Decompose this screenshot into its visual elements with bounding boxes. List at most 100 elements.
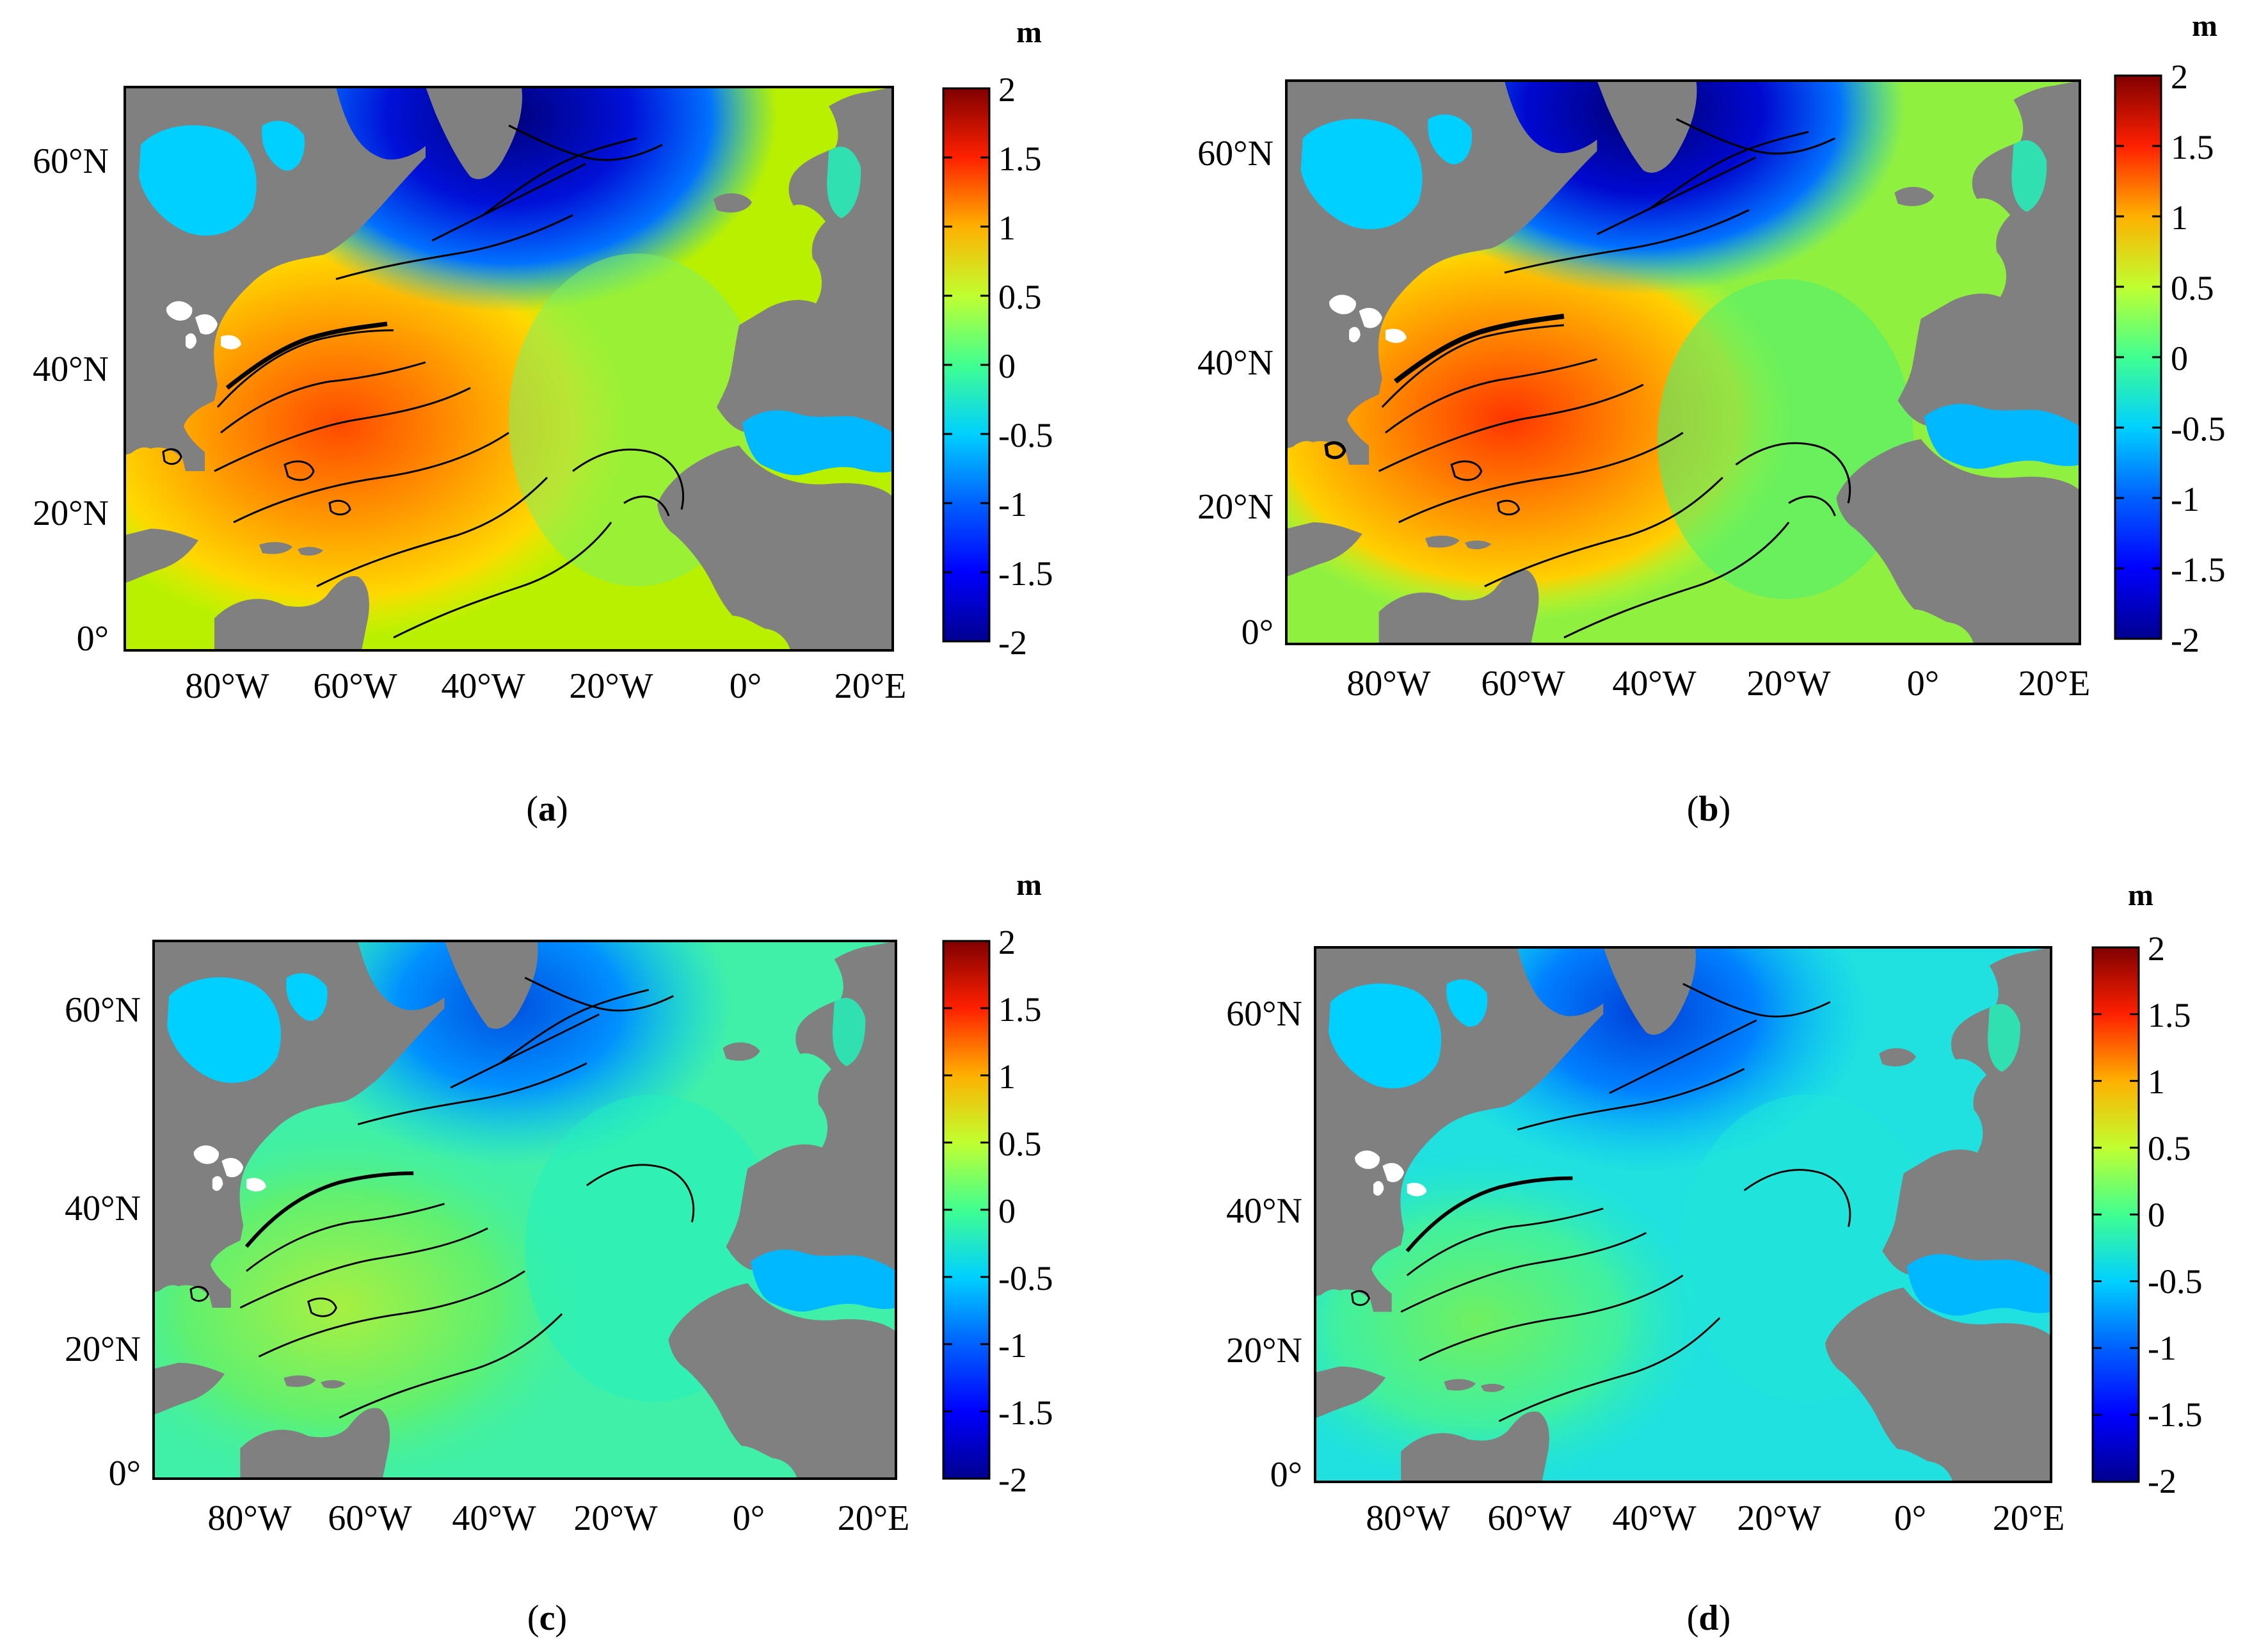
colorbar-tick: 1 bbox=[998, 1057, 1016, 1096]
lon-label: 40°W bbox=[1612, 664, 1696, 703]
colorbar-tick: -1.5 bbox=[998, 554, 1053, 593]
lon-label: 60°W bbox=[313, 666, 397, 706]
lat-label: 20°N bbox=[65, 1330, 141, 1369]
colorbar-tick: -2 bbox=[2171, 621, 2200, 659]
colorbar-tick: 2 bbox=[2148, 929, 2165, 968]
panel-caption: (b) bbox=[1687, 789, 1730, 829]
lat-labels-a: 0° 20°N 40°N 60°N bbox=[33, 141, 109, 659]
colorbar-tick: -0.5 bbox=[998, 1259, 1053, 1298]
lat-label: 40°N bbox=[1197, 343, 1274, 383]
panel-c: 0° 20°N 40°N 60°N 80°W 60°W 40°W 20°W 0°… bbox=[65, 868, 1053, 1638]
lon-label: 0° bbox=[733, 1498, 765, 1538]
lon-label: 40°W bbox=[441, 666, 525, 706]
colorbar-tick: -0.5 bbox=[2171, 410, 2225, 448]
panel-d: 0° 20°N 40°N 60°N 80°W 60°W 40°W 20°W 0°… bbox=[1226, 878, 2202, 1638]
colorbar-tick: 0 bbox=[998, 1192, 1016, 1230]
colorbar-unit: m bbox=[2128, 878, 2153, 912]
lon-label: 0° bbox=[1907, 664, 1939, 703]
colorbar-tick: 1 bbox=[2171, 198, 2188, 237]
lon-label: 0° bbox=[1894, 1498, 1926, 1538]
lon-labels-c: 80°W 60°W 40°W 20°W 0° 20°E bbox=[207, 1498, 909, 1538]
lon-label: 20°E bbox=[1993, 1498, 2065, 1538]
lat-label: 20°N bbox=[33, 494, 109, 533]
lon-label: 80°W bbox=[207, 1498, 291, 1538]
colorbar-tick: -2 bbox=[998, 1461, 1027, 1499]
lat-label: 60°N bbox=[65, 990, 141, 1030]
lat-label: 40°N bbox=[33, 349, 109, 389]
lat-label: 20°N bbox=[1226, 1331, 1302, 1370]
panel-b: 0° 20°N 40°N 60°N 80°W 60°W 40°W 20°W 0°… bbox=[1197, 9, 2225, 829]
colorbar-unit: m bbox=[1016, 868, 1042, 902]
colorbar-unit: m bbox=[1016, 15, 1042, 49]
colorbar-tick: 1.5 bbox=[2148, 996, 2191, 1034]
map-a bbox=[124, 86, 894, 652]
lat-label: 40°N bbox=[65, 1189, 141, 1228]
lat-label: 0° bbox=[1270, 1455, 1302, 1495]
lat-label: 60°N bbox=[1226, 994, 1302, 1034]
lon-label: 20°W bbox=[1746, 664, 1830, 703]
lon-label: 60°W bbox=[1487, 1498, 1571, 1538]
lon-label: 60°W bbox=[1481, 664, 1565, 703]
colorbar-tick: -2 bbox=[998, 623, 1027, 662]
colorbar-tick: 1 bbox=[998, 209, 1016, 247]
map-b bbox=[1285, 79, 2081, 645]
colorbar-tick: 2 bbox=[998, 70, 1016, 109]
colorbar-tick: -1.5 bbox=[2148, 1395, 2202, 1434]
colorbar-tick: 0.5 bbox=[998, 1125, 1042, 1163]
lat-label: 0° bbox=[1242, 613, 1274, 652]
colorbar-tick: 2 bbox=[2171, 58, 2188, 96]
map-d bbox=[1314, 946, 2052, 1483]
lat-label: 20°N bbox=[1197, 487, 1274, 527]
lon-label: 20°E bbox=[2018, 664, 2091, 703]
lat-labels-c: 0° 20°N 40°N 60°N bbox=[65, 990, 141, 1493]
colorbar-tick: 0 bbox=[998, 347, 1016, 385]
colorbar-tick: -1 bbox=[2171, 480, 2200, 518]
lon-label: 40°W bbox=[1612, 1498, 1696, 1538]
lon-label: 0° bbox=[730, 666, 762, 706]
lat-label: 40°N bbox=[1226, 1191, 1302, 1231]
lat-label: 60°N bbox=[33, 141, 109, 181]
colorbar-tick: -0.5 bbox=[998, 416, 1053, 454]
lat-labels-d: 0° 20°N 40°N 60°N bbox=[1226, 994, 1302, 1495]
colorbar-d: m 2 1.5 1 0.5 0 -0.5 -1 -1.5 -2 bbox=[2091, 878, 2202, 1500]
colorbar-unit: m bbox=[2192, 9, 2217, 43]
colorbar-a: m 2 1.5 1 0.5 0 -0.5 -1 -1.5 -2 bbox=[942, 15, 1053, 662]
colorbar-tick: 1.5 bbox=[998, 140, 1042, 178]
lon-label: 80°W bbox=[1366, 1498, 1449, 1538]
lon-labels-a: 80°W 60°W 40°W 20°W 0° 20°E bbox=[185, 666, 906, 706]
colorbar-tick: 1.5 bbox=[2171, 128, 2214, 166]
lon-label: 20°W bbox=[569, 666, 653, 706]
colorbar-tick: -1.5 bbox=[2171, 550, 2225, 589]
colorbar-tick: 0.5 bbox=[2148, 1129, 2191, 1168]
colorbar-tick: 0 bbox=[2171, 339, 2188, 378]
panel-caption: (d) bbox=[1687, 1598, 1730, 1638]
panel-caption: (a) bbox=[526, 789, 568, 829]
lat-labels-b: 0° 20°N 40°N 60°N bbox=[1197, 134, 1274, 652]
lon-labels-b: 80°W 60°W 40°W 20°W 0° 20°E bbox=[1346, 664, 2090, 703]
lat-label: 0° bbox=[109, 1454, 141, 1493]
colorbar-tick: -0.5 bbox=[2148, 1262, 2202, 1301]
colorbar-tick: 0.5 bbox=[998, 278, 1042, 316]
lon-label: 20°W bbox=[1737, 1498, 1821, 1538]
colorbar-tick: -1.5 bbox=[998, 1394, 1053, 1432]
lon-label: 60°W bbox=[328, 1498, 411, 1538]
colorbar-tick: -2 bbox=[2148, 1462, 2176, 1500]
lon-labels-d: 80°W 60°W 40°W 20°W 0° 20°E bbox=[1366, 1498, 2064, 1538]
colorbar-tick: 0.5 bbox=[2171, 269, 2214, 307]
lon-label: 20°W bbox=[573, 1498, 657, 1538]
colorbar-tick: 1 bbox=[2148, 1063, 2165, 1101]
colorbar-tick: -1 bbox=[998, 1326, 1027, 1365]
panel-a: 0° 20°N 40°N 60°N 80°W 60°W 40°W 20°W 0°… bbox=[33, 15, 1053, 829]
colorbar-c: m 2 1.5 1 0.5 0 -0.5 -1 -1.5 -2 bbox=[942, 868, 1053, 1499]
lon-label: 40°W bbox=[452, 1498, 536, 1538]
colorbar-tick: 1.5 bbox=[998, 990, 1042, 1029]
lon-label: 20°E bbox=[835, 666, 907, 706]
colorbar-tick: -1 bbox=[2148, 1329, 2176, 1367]
panel-caption: (c) bbox=[527, 1598, 567, 1638]
lat-label: 0° bbox=[77, 619, 109, 659]
colorbar-tick: 2 bbox=[998, 923, 1016, 961]
lon-label: 20°E bbox=[838, 1498, 910, 1538]
colorbar-tick: -1 bbox=[998, 485, 1027, 524]
lon-label: 80°W bbox=[185, 666, 269, 706]
